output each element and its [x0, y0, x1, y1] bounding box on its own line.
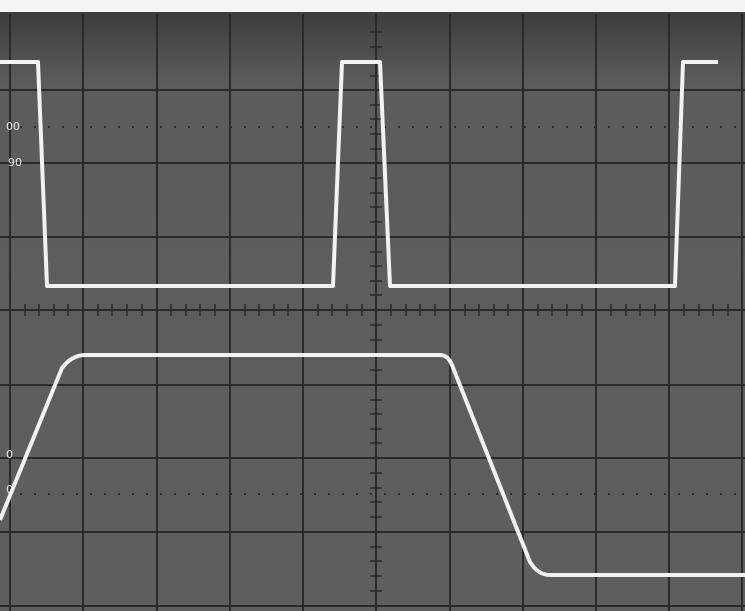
ramp-trace [0, 353, 745, 577]
axis-ticks [9, 31, 729, 592]
graticule-label: 00 [6, 120, 20, 133]
graticule-label: 0 [6, 483, 13, 496]
pulse-trace [0, 60, 718, 288]
graticule-label: 0 [6, 448, 13, 461]
screen-background [0, 12, 745, 611]
graticule-label: 90 [8, 156, 22, 169]
graticule [0, 14, 745, 611]
